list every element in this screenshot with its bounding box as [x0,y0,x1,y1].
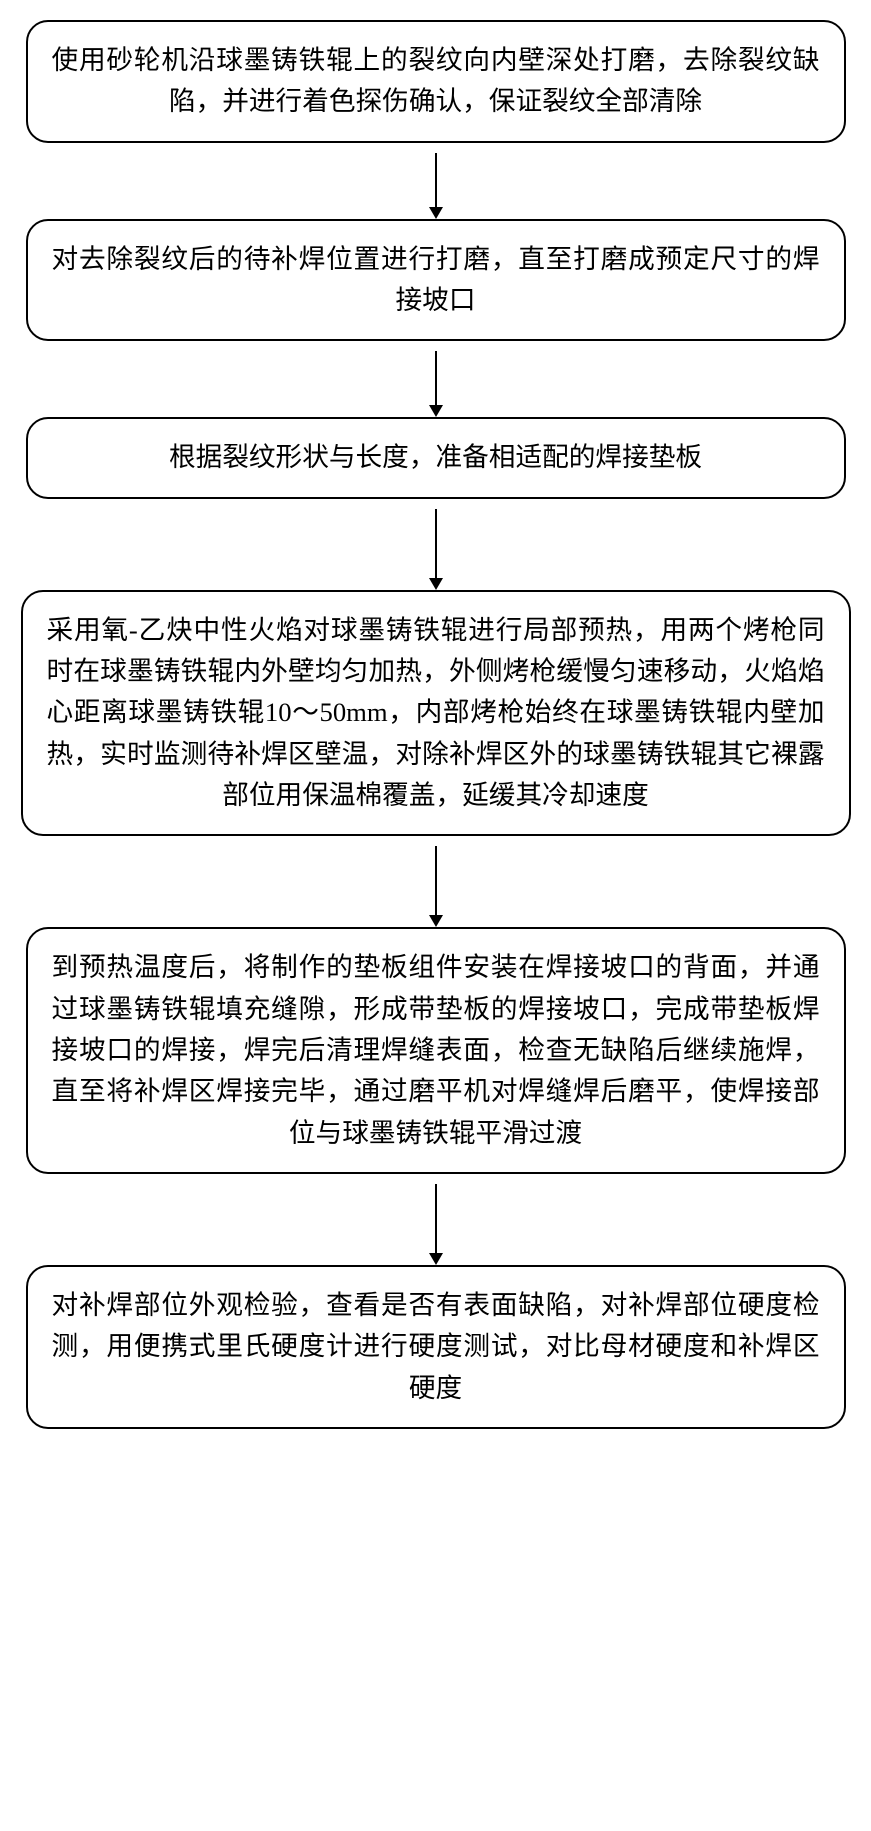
arrow-head-icon [429,578,443,590]
flow-node-4: 采用氧-乙炔中性火焰对球墨铸铁辊进行局部预热，用两个烤枪同时在球墨铸铁辊内外壁均… [21,590,851,837]
flow-node-1: 使用砂轮机沿球墨铸铁辊上的裂纹向内壁深处打磨，去除裂纹缺陷，并进行着色探伤确认，… [26,20,846,143]
flow-arrow-4 [429,836,443,927]
flow-arrow-2 [429,341,443,417]
arrow-head-icon [429,405,443,417]
flow-arrow-5 [429,1174,443,1265]
flow-arrow-1 [429,143,443,219]
arrow-line [435,509,437,579]
arrow-head-icon [429,207,443,219]
flow-node-2: 对去除裂纹后的待补焊位置进行打磨，直至打磨成预定尺寸的焊接坡口 [26,219,846,342]
arrow-line [435,351,437,406]
arrow-line [435,846,437,916]
flow-arrow-3 [429,499,443,590]
flow-node-6: 对补焊部位外观检验，查看是否有表面缺陷，对补焊部位硬度检测，用便携式里氏硬度计进… [26,1265,846,1429]
flow-node-5: 到预热温度后，将制作的垫板组件安装在焊接坡口的背面，并通过球墨铸铁辊填充缝隙，形… [26,927,846,1174]
arrow-line [435,153,437,208]
flowchart-container: 使用砂轮机沿球墨铸铁辊上的裂纹向内壁深处打磨，去除裂纹缺陷，并进行着色探伤确认，… [20,20,851,1429]
flow-node-3: 根据裂纹形状与长度，准备相适配的焊接垫板 [26,417,846,498]
arrow-head-icon [429,1253,443,1265]
arrow-line [435,1184,437,1254]
arrow-head-icon [429,915,443,927]
